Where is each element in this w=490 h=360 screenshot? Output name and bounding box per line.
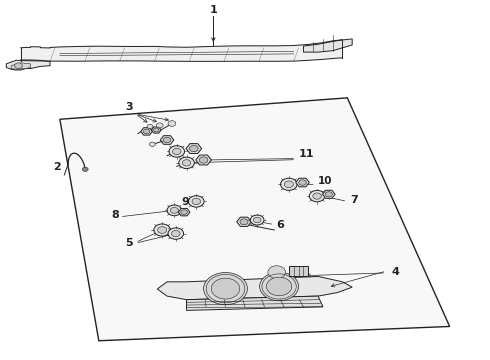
Polygon shape [187, 296, 323, 310]
Circle shape [154, 224, 171, 236]
Text: 4: 4 [391, 267, 399, 277]
Polygon shape [11, 63, 30, 69]
Circle shape [167, 205, 182, 216]
Polygon shape [303, 39, 352, 52]
Circle shape [168, 228, 184, 239]
Circle shape [15, 63, 23, 68]
Text: 3: 3 [125, 102, 133, 112]
Circle shape [190, 145, 198, 152]
Circle shape [189, 196, 204, 207]
Circle shape [172, 230, 180, 237]
Circle shape [171, 207, 178, 213]
Circle shape [168, 121, 176, 126]
Polygon shape [151, 127, 161, 133]
Circle shape [299, 180, 306, 185]
Circle shape [158, 227, 167, 233]
Text: 10: 10 [318, 176, 333, 185]
Text: 9: 9 [182, 197, 190, 207]
Circle shape [203, 273, 247, 305]
Circle shape [267, 277, 292, 296]
Circle shape [169, 146, 185, 157]
Polygon shape [21, 40, 343, 61]
Text: 2: 2 [53, 162, 61, 172]
Text: 5: 5 [125, 238, 133, 248]
Circle shape [309, 190, 325, 202]
Circle shape [149, 142, 155, 147]
Circle shape [253, 217, 261, 223]
Text: 7: 7 [350, 195, 358, 205]
Text: 6: 6 [277, 220, 285, 230]
Circle shape [281, 178, 297, 190]
Circle shape [260, 272, 298, 301]
Circle shape [250, 215, 264, 225]
Bar [289, 266, 308, 276]
Circle shape [240, 219, 248, 225]
Polygon shape [196, 155, 211, 165]
Polygon shape [322, 190, 335, 198]
Text: 8: 8 [111, 210, 119, 220]
Polygon shape [157, 276, 352, 300]
Polygon shape [178, 208, 190, 216]
Polygon shape [141, 128, 152, 135]
Circle shape [179, 157, 195, 168]
Polygon shape [186, 144, 202, 153]
Circle shape [182, 160, 191, 166]
Circle shape [268, 266, 286, 279]
Circle shape [172, 148, 181, 154]
Polygon shape [6, 60, 50, 70]
Circle shape [199, 157, 208, 163]
Polygon shape [295, 178, 309, 187]
Polygon shape [237, 217, 251, 226]
Circle shape [313, 193, 321, 199]
Circle shape [325, 192, 332, 197]
Circle shape [284, 181, 294, 188]
Text: 11: 11 [298, 149, 314, 159]
Circle shape [163, 137, 171, 143]
Circle shape [154, 128, 159, 132]
Polygon shape [60, 98, 450, 341]
Circle shape [147, 124, 153, 129]
Circle shape [211, 278, 240, 299]
Circle shape [82, 167, 88, 171]
Circle shape [144, 129, 150, 134]
Circle shape [181, 210, 187, 215]
Polygon shape [160, 136, 174, 144]
Circle shape [192, 198, 200, 204]
Circle shape [156, 123, 163, 128]
Text: 1: 1 [209, 5, 217, 15]
